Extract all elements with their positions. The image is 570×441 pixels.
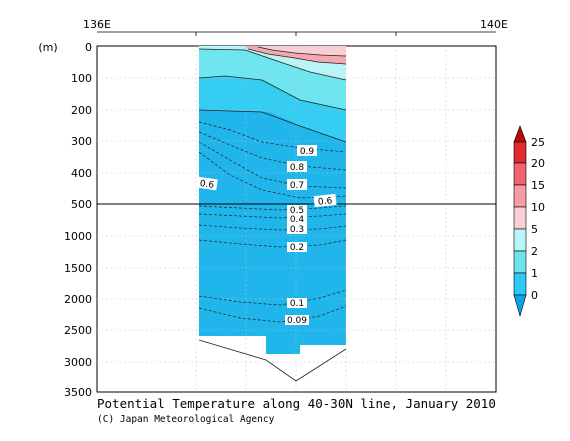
credit-text: (C) Japan Meteorological Agency xyxy=(97,414,275,425)
colorbar-segment xyxy=(513,250,527,274)
colorbar-label: 1 xyxy=(531,267,538,280)
contour-label: 0.3 xyxy=(290,225,304,235)
y-tick-label: 0 xyxy=(85,41,92,54)
y-tick-label: 1500 xyxy=(64,262,92,275)
colorbar-label: 5 xyxy=(531,223,538,236)
contour-label: 0.8 xyxy=(290,163,305,173)
y-unit-label: (m) xyxy=(38,41,57,54)
y-tick-label: 2500 xyxy=(64,324,92,337)
colorbar-label: 0 xyxy=(531,289,538,302)
y-tick-label: 400 xyxy=(71,167,92,180)
x-tick-label: 136E xyxy=(83,18,111,31)
colorbar-label: 25 xyxy=(531,136,545,149)
y-tick-label: 3000 xyxy=(64,356,92,369)
y-axis: (m) 0 100 200 300 400 500 1000 1500 2000… xyxy=(38,41,92,399)
contour-lines xyxy=(198,46,347,143)
contour-dashed xyxy=(198,121,347,323)
contour-label: 0.6 xyxy=(318,196,334,207)
colorbar-label: 10 xyxy=(531,201,545,214)
colorbar-cap-bottom xyxy=(513,294,527,318)
y-tick-label: 200 xyxy=(71,104,92,117)
y-tick-label: 500 xyxy=(71,198,92,211)
contour-label-group: 0.9 0.8 0.7 0.6 0.6 0.5 0.4 0.3 0.2 0.1 … xyxy=(196,145,337,326)
contour-label: 0.7 xyxy=(290,181,304,191)
contour-label: 0.09 xyxy=(287,316,307,326)
x-axis-top: 136E 140E xyxy=(83,18,508,36)
colorbar: 25 20 15 10 5 2 1 0 xyxy=(513,125,545,318)
y-tick-label: 300 xyxy=(71,135,92,148)
contour-label: 0.9 xyxy=(300,147,315,157)
contour-label: 0.4 xyxy=(290,215,305,225)
colorbar-label: 15 xyxy=(531,179,545,192)
contour-label: 0.6 xyxy=(199,179,215,191)
x-tick-label: 140E xyxy=(480,18,508,31)
y-tick-label: 100 xyxy=(71,72,92,85)
colorbar-segment xyxy=(513,141,527,164)
colorbar-label: 2 xyxy=(531,245,538,258)
contour-label: 0.2 xyxy=(290,243,304,253)
colorbar-segment xyxy=(513,206,527,230)
colorbar-segment xyxy=(513,162,527,186)
y-tick-label: 1000 xyxy=(64,230,92,243)
y-tick-label: 3500 xyxy=(64,386,92,399)
chart-title: Potential Temperature along 40-30N line,… xyxy=(97,396,496,411)
contour-label: 0.5 xyxy=(290,206,304,216)
y-tick-label: 2000 xyxy=(64,293,92,306)
seafloor-outline xyxy=(198,339,347,382)
colorbar-cap-top xyxy=(513,125,527,143)
contour-label: 0.1 xyxy=(290,299,304,309)
colorbar-segment xyxy=(513,184,527,208)
colorbar-segment xyxy=(513,272,527,296)
colorbar-segment xyxy=(513,228,527,252)
colorbar-label: 20 xyxy=(531,157,545,170)
